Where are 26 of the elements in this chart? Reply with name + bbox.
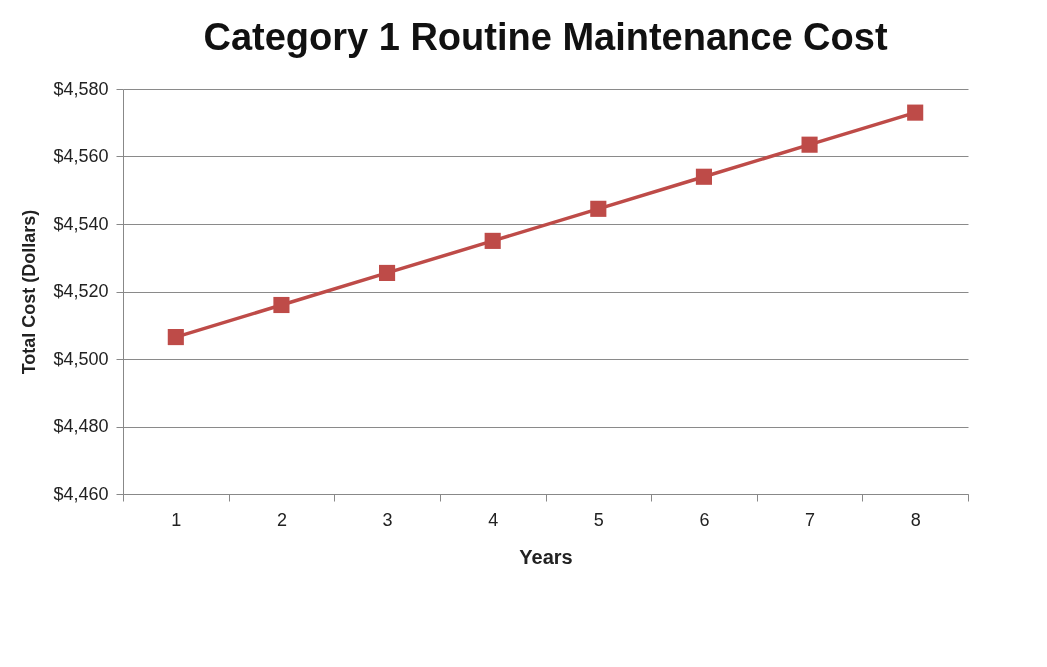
x-tick-label: 7 [805, 509, 816, 530]
x-tick-label: 6 [699, 509, 710, 530]
point [590, 200, 607, 217]
chart-title: Category 1 Routine Maintenance Cost [203, 16, 888, 58]
y-tick-label: $4,580 [53, 78, 109, 99]
x-tick-label: 5 [593, 509, 604, 530]
y-axis-title: Total Cost (Dollars) [19, 209, 40, 375]
y-tick-label: $4,480 [53, 416, 109, 436]
point [167, 329, 184, 346]
y-tick-label: $4,560 [53, 146, 109, 166]
point [907, 104, 924, 121]
x-tick-label: 2 [276, 509, 287, 530]
point [695, 168, 712, 185]
point [484, 232, 501, 249]
x-tick-label: 8 [910, 509, 921, 530]
x-tick-label: 4 [488, 509, 499, 530]
x-tick-label: 1 [171, 509, 182, 530]
x-tick-label: 3 [382, 509, 393, 530]
y-tick-label: $4,460 [53, 483, 109, 504]
point [801, 136, 818, 153]
y-tick-label: $4,520 [53, 281, 109, 301]
y-tick-label: $4,540 [53, 213, 109, 234]
point [273, 296, 290, 314]
y-tick-label: $4,500 [53, 348, 109, 369]
x-axis-title: Years [519, 545, 573, 568]
point [379, 264, 396, 281]
